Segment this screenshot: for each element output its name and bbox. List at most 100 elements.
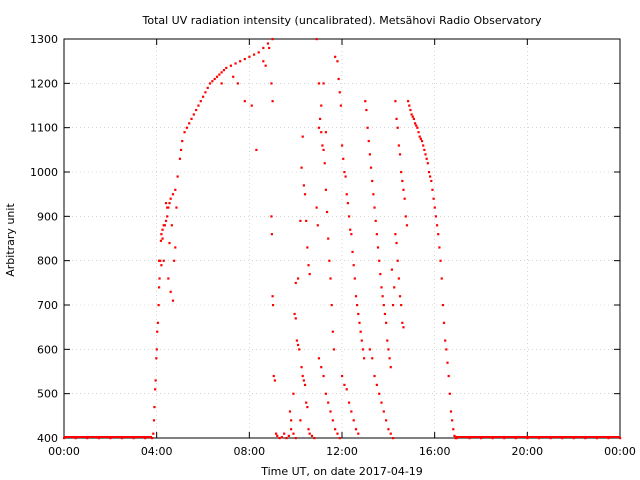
data-point bbox=[306, 246, 309, 249]
data-point bbox=[97, 437, 100, 440]
data-point bbox=[561, 437, 564, 440]
data-point bbox=[316, 224, 319, 227]
x-tick-label: 16:00 bbox=[419, 445, 451, 458]
data-point bbox=[151, 437, 154, 440]
data-point bbox=[313, 437, 316, 440]
data-point bbox=[274, 432, 278, 435]
data-point bbox=[170, 224, 173, 227]
data-point bbox=[391, 304, 395, 307]
data-point bbox=[353, 277, 356, 280]
data-point bbox=[382, 304, 385, 307]
data-point bbox=[315, 38, 318, 41]
data-point bbox=[329, 410, 332, 413]
data-point bbox=[367, 139, 370, 143]
data-point bbox=[455, 437, 458, 440]
data-point bbox=[415, 124, 418, 127]
data-point bbox=[190, 117, 193, 120]
data-point bbox=[164, 219, 168, 222]
data-point bbox=[331, 419, 334, 422]
data-point bbox=[386, 339, 389, 342]
data-point bbox=[416, 126, 419, 129]
data-point bbox=[346, 202, 349, 205]
data-point bbox=[322, 374, 325, 378]
data-point bbox=[270, 215, 273, 218]
data-point bbox=[423, 148, 426, 152]
data-point bbox=[294, 317, 297, 320]
data-point bbox=[572, 437, 575, 440]
data-point bbox=[296, 343, 300, 347]
data-point bbox=[294, 437, 297, 440]
data-point bbox=[435, 224, 439, 227]
data-point bbox=[352, 264, 355, 267]
data-point bbox=[363, 357, 366, 360]
data-point bbox=[385, 419, 388, 422]
data-point bbox=[302, 184, 305, 187]
data-point bbox=[375, 383, 378, 386]
data-point bbox=[350, 410, 353, 413]
data-point bbox=[407, 100, 410, 103]
data-point bbox=[255, 148, 258, 152]
data-point bbox=[220, 82, 223, 85]
data-point bbox=[337, 77, 340, 81]
data-point bbox=[410, 113, 413, 116]
data-point bbox=[294, 281, 297, 285]
data-point bbox=[166, 215, 169, 218]
data-point bbox=[453, 434, 456, 437]
data-point bbox=[349, 228, 352, 231]
data-point bbox=[295, 339, 299, 342]
data-point bbox=[330, 304, 333, 307]
data-point bbox=[323, 162, 326, 165]
data-point bbox=[287, 434, 290, 437]
y-tick-label: 500 bbox=[37, 388, 58, 401]
data-point bbox=[347, 215, 351, 218]
data-point bbox=[431, 188, 434, 191]
data-point bbox=[328, 259, 331, 262]
data-point bbox=[480, 437, 483, 440]
data-point bbox=[271, 38, 274, 41]
data-point bbox=[163, 224, 166, 227]
x-axis-label: Time UT, on date 2017-04-19 bbox=[260, 465, 423, 478]
data-point bbox=[268, 46, 271, 50]
data-point bbox=[394, 233, 397, 236]
data-point bbox=[197, 104, 200, 107]
data-point bbox=[171, 193, 175, 196]
data-point bbox=[361, 348, 365, 351]
data-point bbox=[250, 104, 253, 107]
data-point bbox=[206, 86, 209, 89]
data-point bbox=[405, 224, 409, 227]
data-point bbox=[132, 437, 135, 440]
y-tick-label: 600 bbox=[37, 343, 58, 356]
data-point bbox=[395, 241, 398, 245]
data-point bbox=[404, 215, 407, 218]
data-point bbox=[345, 193, 348, 196]
data-point bbox=[264, 64, 267, 67]
y-tick-label: 1100 bbox=[30, 122, 58, 135]
data-point bbox=[278, 437, 281, 440]
data-point bbox=[308, 272, 311, 276]
data-point bbox=[347, 401, 351, 404]
data-point bbox=[398, 153, 402, 156]
data-point bbox=[342, 157, 345, 160]
data-point bbox=[63, 437, 66, 440]
data-point bbox=[243, 100, 246, 103]
y-tick-label: 700 bbox=[37, 299, 58, 312]
data-point bbox=[364, 100, 367, 103]
data-point bbox=[270, 233, 274, 236]
data-point bbox=[229, 64, 232, 67]
data-point bbox=[152, 419, 156, 422]
data-point bbox=[181, 139, 184, 143]
x-tick-label: 20:00 bbox=[511, 445, 543, 458]
data-point bbox=[447, 374, 450, 378]
data-point bbox=[378, 259, 381, 262]
data-point bbox=[409, 108, 412, 112]
data-point bbox=[393, 286, 396, 289]
data-point bbox=[109, 437, 112, 440]
data-point bbox=[368, 348, 371, 351]
data-point bbox=[387, 348, 390, 351]
data-point bbox=[365, 108, 368, 112]
data-point bbox=[325, 210, 329, 214]
data-point bbox=[173, 259, 176, 262]
data-point bbox=[252, 53, 256, 56]
y-axis-label: Arbitrary unit bbox=[4, 203, 17, 277]
